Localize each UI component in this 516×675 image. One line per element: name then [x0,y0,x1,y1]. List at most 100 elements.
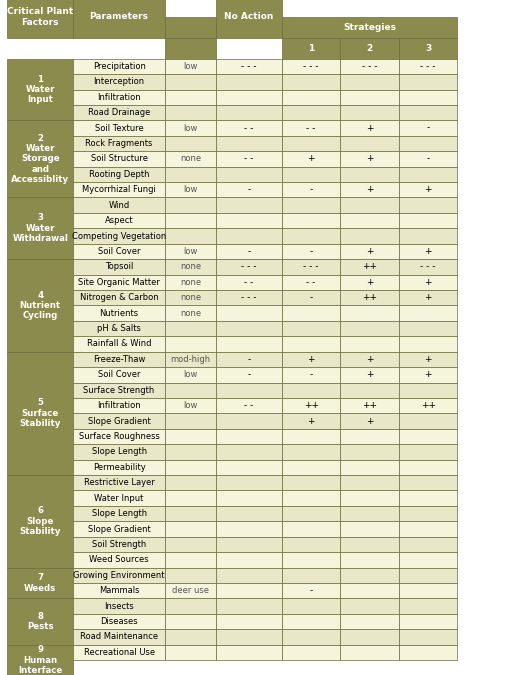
Bar [341,413,399,429]
Text: none: none [180,278,201,287]
Text: -: - [427,124,430,132]
Text: pH & Salts: pH & Salts [97,324,141,333]
Text: low: low [183,401,198,410]
Text: Interception: Interception [93,78,144,86]
Bar [282,74,341,90]
Bar [282,629,341,645]
Text: none: none [180,293,201,302]
Bar [73,90,165,105]
Text: Critical Plant
Factors: Critical Plant Factors [7,7,73,26]
Bar [282,444,341,460]
Bar [216,521,282,537]
Text: -: - [247,371,250,379]
Bar [282,568,341,583]
Text: -: - [247,185,250,194]
Bar [73,614,165,629]
Bar [282,398,341,413]
Bar [165,38,216,59]
Bar [341,244,399,259]
Bar [73,599,165,614]
Bar [282,336,341,352]
Bar [341,629,399,645]
Bar [216,614,282,629]
Bar [282,460,341,475]
Bar [399,367,458,383]
Bar [7,352,73,475]
Bar [282,352,341,367]
Text: mod-high: mod-high [170,355,211,364]
Bar [216,182,282,198]
Bar [216,475,282,491]
Text: 4
Nutrient
Cycling: 4 Nutrient Cycling [20,290,61,321]
Bar [341,182,399,198]
Bar [73,167,165,182]
Bar [73,383,165,398]
Text: low: low [183,247,198,256]
Bar [399,460,458,475]
Bar [399,429,458,444]
Bar [282,136,341,151]
Text: Insects: Insects [104,601,134,611]
Bar [341,136,399,151]
Bar [165,198,216,213]
Text: +: + [366,124,374,132]
Bar [341,74,399,90]
Text: Soil Cover: Soil Cover [98,371,140,379]
Text: Soil Strength: Soil Strength [92,540,146,549]
Bar [341,429,399,444]
Text: - - -: - - - [303,62,319,71]
Text: Rainfall & Wind: Rainfall & Wind [87,340,151,348]
Bar [216,367,282,383]
Bar [282,213,341,228]
Bar [341,568,399,583]
Bar [399,352,458,367]
Text: +: + [308,355,315,364]
Bar [216,552,282,568]
Bar [73,198,165,213]
Bar [341,259,399,275]
Bar [399,74,458,90]
Text: Slope Length: Slope Length [91,448,147,456]
Bar [341,290,399,305]
Text: Site Organic Matter: Site Organic Matter [78,278,160,287]
Bar [341,398,399,413]
Bar [216,198,282,213]
Bar [165,228,216,244]
Bar [399,336,458,352]
Bar [399,90,458,105]
Bar [216,398,282,413]
Bar [282,552,341,568]
Bar [7,59,73,120]
Bar [341,444,399,460]
Bar [165,645,216,660]
Bar [73,136,165,151]
Bar [282,367,341,383]
Text: Soil Cover: Soil Cover [98,247,140,256]
Text: - - -: - - - [241,263,256,271]
Text: +: + [425,185,432,194]
Bar [73,552,165,568]
Bar [399,105,458,120]
Bar [73,444,165,460]
Bar [216,460,282,475]
Bar [282,599,341,614]
Bar [165,583,216,599]
Bar [341,120,399,136]
Bar [73,120,165,136]
Text: 1
Water
Input: 1 Water Input [25,75,55,105]
Bar [216,599,282,614]
Text: Mycorrhizal Fungi: Mycorrhizal Fungi [82,185,156,194]
Bar [165,151,216,167]
Bar [341,321,399,336]
Bar [341,645,399,660]
Bar [7,645,73,675]
Text: Freeze-Thaw: Freeze-Thaw [93,355,146,364]
Bar [73,0,165,38]
Bar [73,460,165,475]
Bar [216,244,282,259]
Text: +: + [308,155,315,163]
Bar [282,290,341,305]
Bar [282,491,341,506]
Bar [282,645,341,660]
Bar [282,90,341,105]
